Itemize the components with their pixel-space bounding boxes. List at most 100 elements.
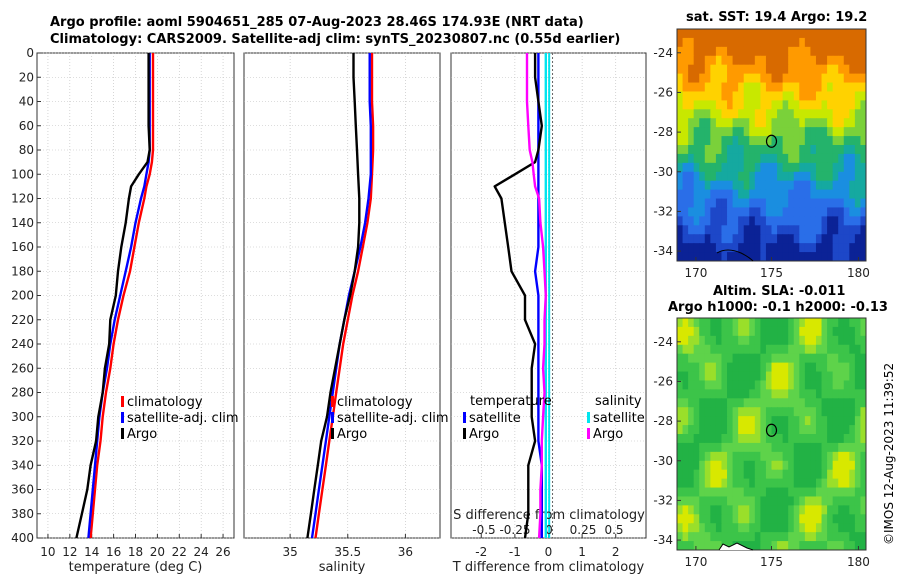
sla-map-cell <box>688 478 695 489</box>
sst-map-cell <box>843 189 850 200</box>
sst-map-cell <box>777 216 784 226</box>
sla-map-cell <box>704 478 711 489</box>
sst-map-cell <box>738 153 745 164</box>
sst-map-cell <box>827 100 834 110</box>
sst-map-cell <box>677 225 684 235</box>
sla-map-cell <box>682 318 689 328</box>
sla-map-cell <box>738 442 745 453</box>
sla-map-cell <box>738 496 745 506</box>
sst-map-cell <box>765 127 772 137</box>
sst-map-cell <box>788 118 795 128</box>
sst-map-cell <box>721 73 728 84</box>
sla-map-cell <box>704 407 711 417</box>
sla-map-cell <box>782 469 789 480</box>
sst-map-cell <box>854 91 861 101</box>
sla-map-cell <box>838 389 845 399</box>
sst-map-cell <box>693 162 700 173</box>
sla-map-cell <box>710 451 717 462</box>
sst-map-cell <box>682 180 689 191</box>
sst-map-cell <box>727 73 734 84</box>
sst-map-cell <box>754 189 761 200</box>
sst-map-cell <box>804 225 811 235</box>
sst-map-cell <box>727 207 734 217</box>
sst-map-cell <box>771 198 778 208</box>
sla-map-cell <box>827 353 834 364</box>
sla-map-cell <box>815 541 823 551</box>
temp-x-tick-label: 10 <box>40 545 55 559</box>
sst-map-cell <box>743 171 750 182</box>
sst-map-cell <box>749 127 756 137</box>
sla-map-cell <box>682 353 689 364</box>
sla-map-cell <box>804 541 811 551</box>
sst-map-cell <box>788 207 795 217</box>
sst-map-cell <box>799 189 806 200</box>
sla-map-cell <box>827 326 834 337</box>
sla-map-cell <box>749 398 756 408</box>
sla-map-cell <box>799 380 806 390</box>
sla-map-cell <box>782 380 789 390</box>
sst-map-cell <box>710 109 717 119</box>
sst-map-cell <box>682 162 689 173</box>
sla-map-cell <box>749 416 756 426</box>
sla-map-cell <box>827 398 834 408</box>
sst-map-cell <box>727 109 734 119</box>
sst-map-cell <box>849 162 856 173</box>
sla-map-cell <box>793 344 800 355</box>
sla-map-cell <box>832 505 839 515</box>
sla-map-cell <box>782 514 789 524</box>
sst-map-cell <box>732 64 739 75</box>
sst-map-cell <box>727 225 734 235</box>
sst-map-cell <box>771 145 778 155</box>
sst-map-cell <box>732 216 739 226</box>
sla-map-cell <box>754 523 761 533</box>
sst-map-cell <box>710 37 717 48</box>
sst-map-cell <box>777 73 784 84</box>
sst-map-cell <box>765 55 772 66</box>
sst-lon-tick-label: 180 <box>847 266 870 280</box>
sla-map-cell <box>832 371 839 381</box>
sst-map-cell <box>854 153 861 164</box>
sst-map-cell <box>704 162 711 173</box>
sla-map-cell <box>799 514 806 524</box>
sla-map-cell <box>732 326 739 337</box>
diff-temp-legend-header: temperature <box>470 394 552 409</box>
sla-map-cell <box>710 407 717 417</box>
sst-map-cell <box>760 100 767 110</box>
sst-map-cell <box>710 216 717 226</box>
sst-map-cell <box>815 64 823 75</box>
sst-map-cell <box>677 109 684 119</box>
sst-map-cell <box>682 225 689 235</box>
sla-map-cell <box>677 505 684 515</box>
sla-map-cell <box>821 451 828 462</box>
sla-map-cell <box>771 380 778 390</box>
sla-map-cell <box>732 434 739 444</box>
sst-map-cell <box>771 189 778 200</box>
sla-map-cell <box>710 505 717 515</box>
sst-map-cell <box>804 55 811 66</box>
sla-map-cell <box>843 407 850 417</box>
sla-map-cell <box>843 460 850 471</box>
sla-map-cell <box>838 434 845 444</box>
sla-map-cell <box>832 335 839 346</box>
sla-map-cell <box>682 541 689 551</box>
sst-map-cell <box>754 153 761 164</box>
sla-map-cell <box>749 451 756 462</box>
sst-map-cell <box>843 207 850 217</box>
sla-map-cell <box>827 541 834 551</box>
sla-map-cell <box>754 380 761 390</box>
sst-map-cell <box>860 198 867 208</box>
sst-map-cell <box>738 55 745 66</box>
sla-map-cell <box>715 389 722 399</box>
sla-map-cell <box>710 380 717 390</box>
sla-map-cell <box>843 434 850 444</box>
sla-map-cell <box>715 318 722 328</box>
sst-map-cell <box>688 198 695 208</box>
sla-map-cell <box>849 353 856 364</box>
sst-map-cell <box>843 234 850 244</box>
sst-map-cell <box>738 198 745 208</box>
sst-map-cell <box>727 153 734 164</box>
sst-map-cell <box>849 234 856 244</box>
sla-map-cell <box>827 407 834 417</box>
sst-map-cell <box>782 73 789 84</box>
sst-map-cell <box>821 136 828 146</box>
